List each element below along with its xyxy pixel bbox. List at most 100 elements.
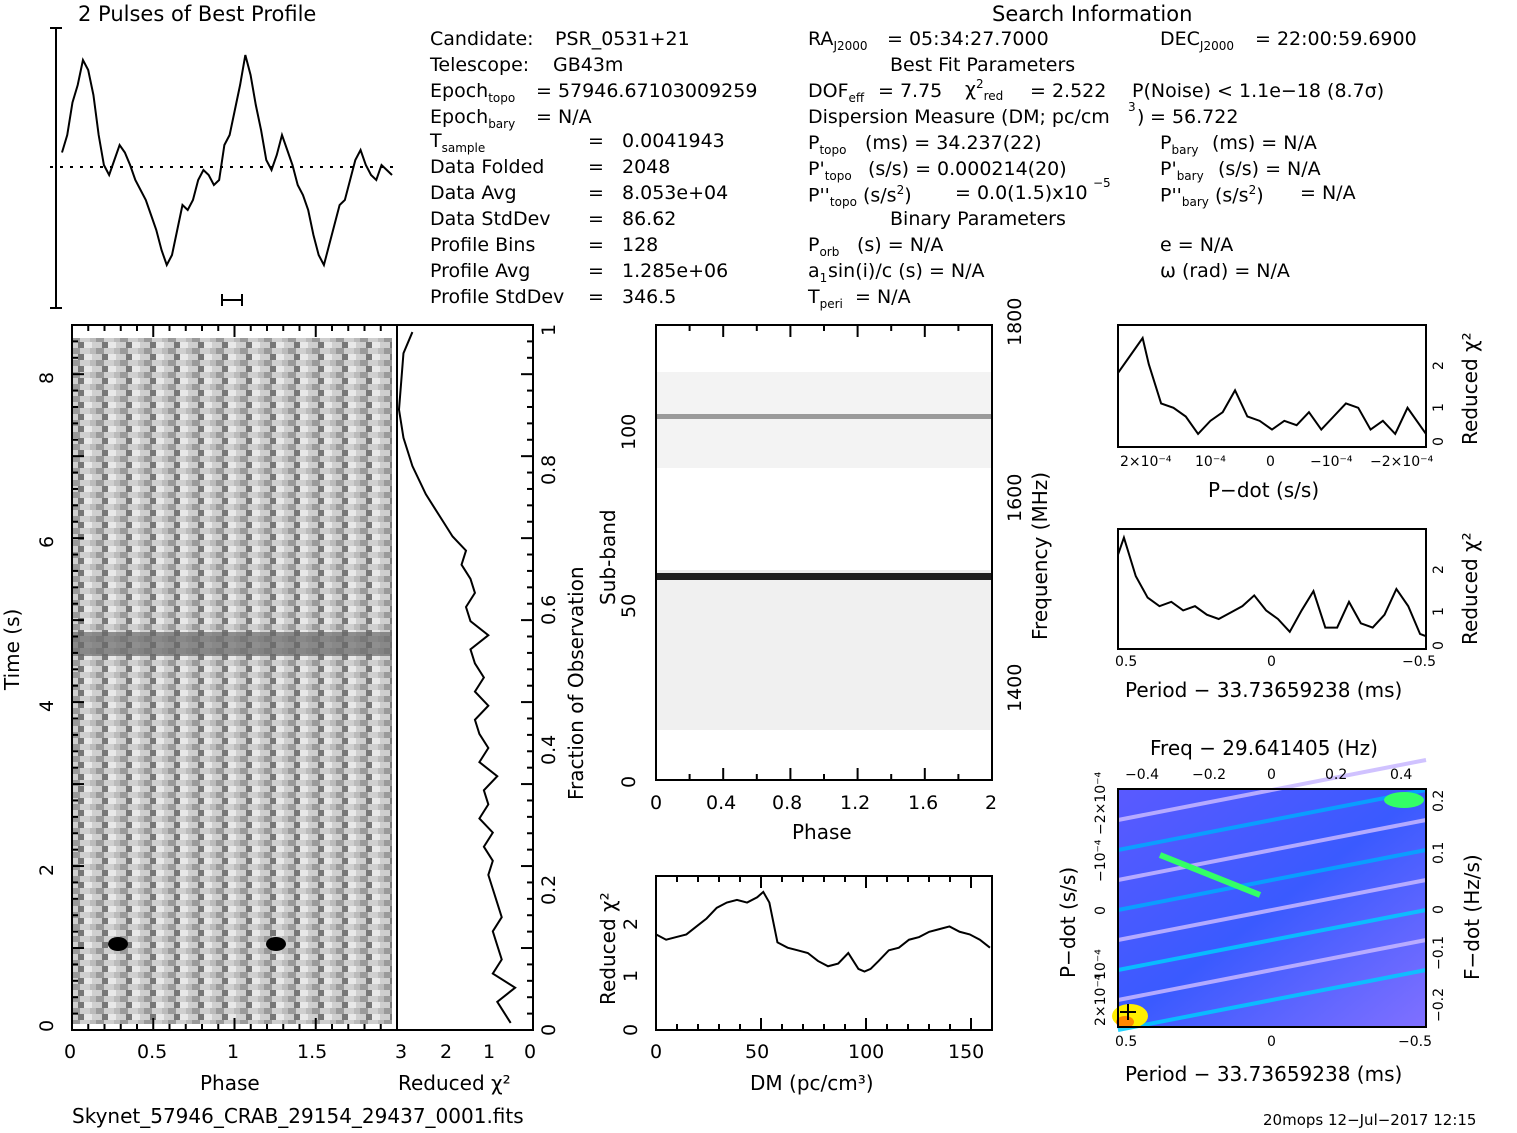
pdot-chi2-line — [1117, 335, 1427, 436]
info-eq: = — [588, 130, 604, 152]
pdtopo-value: (s/s) = 0.000214(20) — [868, 158, 1067, 180]
tperi-value: = N/A — [855, 286, 911, 308]
tick-label: 0.2 — [1431, 789, 1447, 812]
dm-label: Dispersion Measure (DM; pc/cm — [808, 106, 1110, 128]
tick-label: 0 — [1267, 767, 1276, 783]
period-pdot-panel — [1112, 758, 1427, 1032]
info-key: Candidate: — [430, 28, 534, 50]
ra-label: RAJ2000 — [808, 28, 868, 53]
tick-label: 1800 — [1004, 297, 1026, 346]
tick-label: 0 — [1267, 654, 1276, 670]
tick-label: 50 — [618, 593, 640, 618]
info-key: Data Folded — [430, 156, 545, 178]
tick-label: −0.5 — [1398, 1034, 1432, 1050]
pddbary-value: = N/A — [1300, 182, 1356, 204]
search-title: Search Information — [992, 2, 1193, 26]
tick-label: 0 — [1093, 906, 1109, 915]
pdtopo-label: P'topo — [808, 158, 852, 183]
pbary-label: Pbary — [1160, 132, 1199, 157]
tick-label: 1400 — [1004, 663, 1026, 712]
tick-label: 0 — [36, 1019, 58, 1032]
best-fit-title: Best Fit Parameters — [890, 54, 1076, 76]
omega-value: ω (rad) = N/A — [1160, 260, 1290, 282]
tperi-label: Tperi — [808, 286, 843, 311]
info-eq: = — [588, 234, 604, 256]
tick-label: 0 — [618, 775, 640, 788]
info-value: 128 — [622, 234, 659, 256]
period-chi2-panel — [1117, 528, 1427, 650]
tick-label: 6 — [36, 535, 58, 548]
pp-ylabel: P−dot (s/s) — [1056, 866, 1080, 978]
tick-label: −10⁻⁴ — [1093, 839, 1109, 882]
tick-label: 0 — [650, 792, 663, 814]
tick-label: 1 — [227, 1041, 240, 1063]
porb-value: (s) = N/A — [857, 234, 944, 256]
tick-label: 0.8 — [772, 792, 803, 814]
info-value: = 57946.67103009259 — [536, 80, 758, 102]
info-value: GB43m — [553, 54, 624, 76]
info-value: = N/A — [536, 106, 592, 128]
info-value: 8.053e+04 — [622, 182, 729, 204]
pdot-ylabel: Reduced χ² — [1458, 332, 1482, 445]
dof-value: = 7.75 — [878, 80, 943, 102]
tick-label: −0.1 — [1431, 936, 1447, 970]
binary-title: Binary Parameters — [890, 208, 1066, 230]
tick-label: 1.6 — [908, 792, 939, 814]
tick-label: −2×10⁻⁴ — [1093, 771, 1109, 835]
a1-label: a1 — [808, 260, 828, 285]
tick-label: 1600 — [1004, 473, 1026, 522]
tick-label: −0.4 — [1125, 767, 1159, 783]
tick-label: 0.5 — [1115, 654, 1138, 670]
tick-label: 0.2 — [538, 874, 560, 905]
info-value: 86.62 — [622, 208, 677, 230]
tick-label: 0.4 — [1390, 767, 1413, 783]
profile-line — [61, 54, 393, 268]
tick-label: 0 — [538, 1023, 560, 1036]
time-phase-xlabel: Phase — [200, 1071, 260, 1095]
subband-panel — [655, 324, 993, 781]
tick-label: 4 — [36, 699, 58, 712]
time-chi2-y2label: Fraction of Observation — [564, 566, 588, 800]
tick-label: 0.2 — [1325, 767, 1348, 783]
info-key: Epochbary — [430, 106, 516, 131]
info-value: 1.285e+06 — [622, 260, 729, 282]
time-chi2-xlabel: Reduced χ² — [398, 1071, 511, 1095]
dm-ylabel: Reduced χ² — [596, 892, 620, 1005]
tick-label: 2 — [620, 917, 642, 930]
info-eq: = — [588, 260, 604, 282]
info-value: 2048 — [622, 156, 671, 178]
period-ylabel: Reduced χ² — [1458, 532, 1482, 645]
tick-label: 2×10⁻⁴ — [1120, 454, 1172, 470]
time-phase-ylabel: Time (s) — [0, 608, 24, 690]
dec-value: = 22:00:59.6900 — [1255, 28, 1417, 50]
ecc-value: e = N/A — [1160, 234, 1234, 256]
info-eq: = — [588, 208, 604, 230]
dm-sup: 3 — [1128, 100, 1136, 114]
tick-label: 3 — [395, 1041, 408, 1063]
subband-xlabel: Phase — [792, 820, 852, 844]
dm-chi2-panel — [655, 875, 993, 1031]
tick-label: 8 — [36, 371, 58, 384]
tick-label: 0 — [1431, 905, 1447, 914]
tick-label: −0.2 — [1192, 767, 1226, 783]
tick-label: 2 — [440, 1041, 453, 1063]
tick-label: 0.4 — [538, 734, 560, 765]
ptopo-label: Ptopo — [808, 132, 847, 157]
tick-label: 0 — [620, 1023, 642, 1036]
tick-label: 100 — [618, 413, 640, 450]
info-value: 0.0041943 — [622, 130, 725, 152]
pnoise-value: P(Noise) < 1.1e−18 (8.7σ) — [1132, 80, 1385, 102]
pddtopo-label: P''topo (s/s2) — [808, 183, 912, 210]
period-xlabel: Period − 33.73659238 (ms) — [1125, 678, 1403, 702]
info-key: Data Avg — [430, 182, 517, 204]
subband-ylabel: Sub-band — [596, 509, 620, 605]
pdot-chi2-panel — [1117, 324, 1427, 448]
time-phase-panel — [71, 324, 398, 1031]
info-key: Telescope: — [430, 54, 530, 76]
chi2-label: χ2red — [965, 77, 1004, 104]
pbary-value: (ms) = N/A — [1212, 132, 1317, 154]
info-key: Tsample — [430, 130, 486, 155]
pp-title: Freq − 29.641405 (Hz) — [1150, 736, 1378, 760]
pddbary-label: P''bary (s/s2) — [1160, 183, 1264, 210]
